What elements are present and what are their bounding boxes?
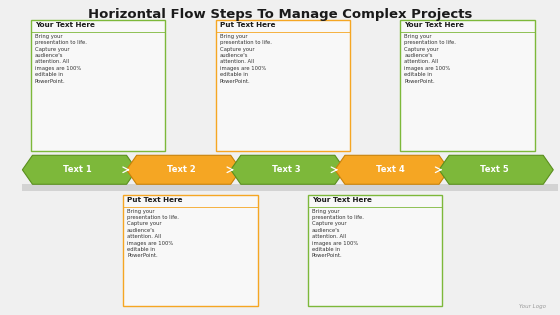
Polygon shape bbox=[439, 155, 553, 184]
Text: Your Logo: Your Logo bbox=[519, 304, 546, 309]
Polygon shape bbox=[22, 155, 137, 184]
Polygon shape bbox=[231, 155, 345, 184]
FancyBboxPatch shape bbox=[400, 20, 535, 151]
Text: Bring your
presentation to life.
Capture your
audience's
attention. All
images a: Bring your presentation to life. Capture… bbox=[127, 209, 179, 258]
FancyBboxPatch shape bbox=[123, 195, 258, 306]
Text: Your Text Here: Your Text Here bbox=[35, 22, 95, 28]
Polygon shape bbox=[335, 155, 449, 184]
Text: Text 1: Text 1 bbox=[63, 165, 92, 174]
Text: Text 5: Text 5 bbox=[480, 165, 508, 174]
Text: Text 4: Text 4 bbox=[376, 165, 404, 174]
Text: Bring your
presentation to life.
Capture your
audience's
attention. All
images a: Bring your presentation to life. Capture… bbox=[35, 34, 87, 83]
Text: Bring your
presentation to life.
Capture your
audience's
attention. All
images a: Bring your presentation to life. Capture… bbox=[312, 209, 364, 258]
Polygon shape bbox=[127, 155, 241, 184]
Text: Your Text Here: Your Text Here bbox=[404, 22, 464, 28]
FancyBboxPatch shape bbox=[216, 20, 350, 151]
Text: Put Text Here: Put Text Here bbox=[127, 197, 183, 203]
Text: Put Text Here: Put Text Here bbox=[220, 22, 275, 28]
FancyBboxPatch shape bbox=[31, 20, 165, 151]
Text: Text 3: Text 3 bbox=[272, 165, 300, 174]
Text: Horizontal Flow Steps To Manage Complex Projects: Horizontal Flow Steps To Manage Complex … bbox=[88, 8, 472, 21]
Bar bbox=[22, 184, 558, 191]
Text: Your Text Here: Your Text Here bbox=[312, 197, 372, 203]
Text: Bring your
presentation to life.
Capture your
audience's
attention. All
images a: Bring your presentation to life. Capture… bbox=[404, 34, 456, 83]
Text: Bring your
presentation to life.
Capture your
audience's
attention. All
images a: Bring your presentation to life. Capture… bbox=[220, 34, 272, 83]
Text: Text 2: Text 2 bbox=[167, 165, 196, 174]
FancyBboxPatch shape bbox=[308, 195, 442, 306]
